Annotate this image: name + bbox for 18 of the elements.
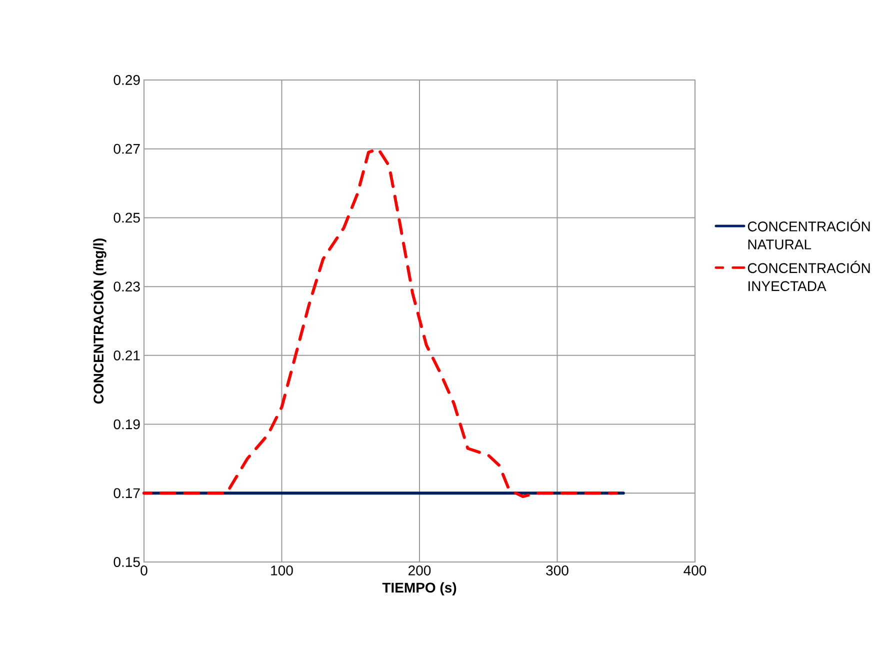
y-tick-label: 0.29 — [114, 75, 140, 85]
legend-label: CONCENTRACIÓN NATURAL — [748, 219, 870, 250]
y-tick-label: 0.15 — [114, 557, 140, 567]
x-axis-title: TIEMPO (s) — [382, 582, 456, 596]
x-tick-label: 200 — [408, 566, 431, 576]
x-tick-label: 0 — [140, 566, 148, 576]
x-tick-label: 400 — [684, 566, 706, 576]
y-tick-label: 0.27 — [114, 144, 140, 154]
y-tick-label: 0.25 — [114, 212, 140, 223]
y-tick-label: 0.17 — [114, 488, 140, 498]
x-tick-label: 100 — [271, 566, 293, 576]
line-series — [142, 147, 618, 498]
legend-label: CONCENTRACIÓN INYECTADA — [748, 260, 870, 292]
y-axis-title: CONCENTRACIÓN (mg/l) — [90, 238, 106, 404]
x-tick-label: 300 — [546, 566, 568, 576]
y-tick-label: 0.19 — [114, 419, 140, 430]
y-tick-label: 0.23 — [114, 282, 140, 292]
y-tick-label: 0.21 — [114, 350, 140, 360]
